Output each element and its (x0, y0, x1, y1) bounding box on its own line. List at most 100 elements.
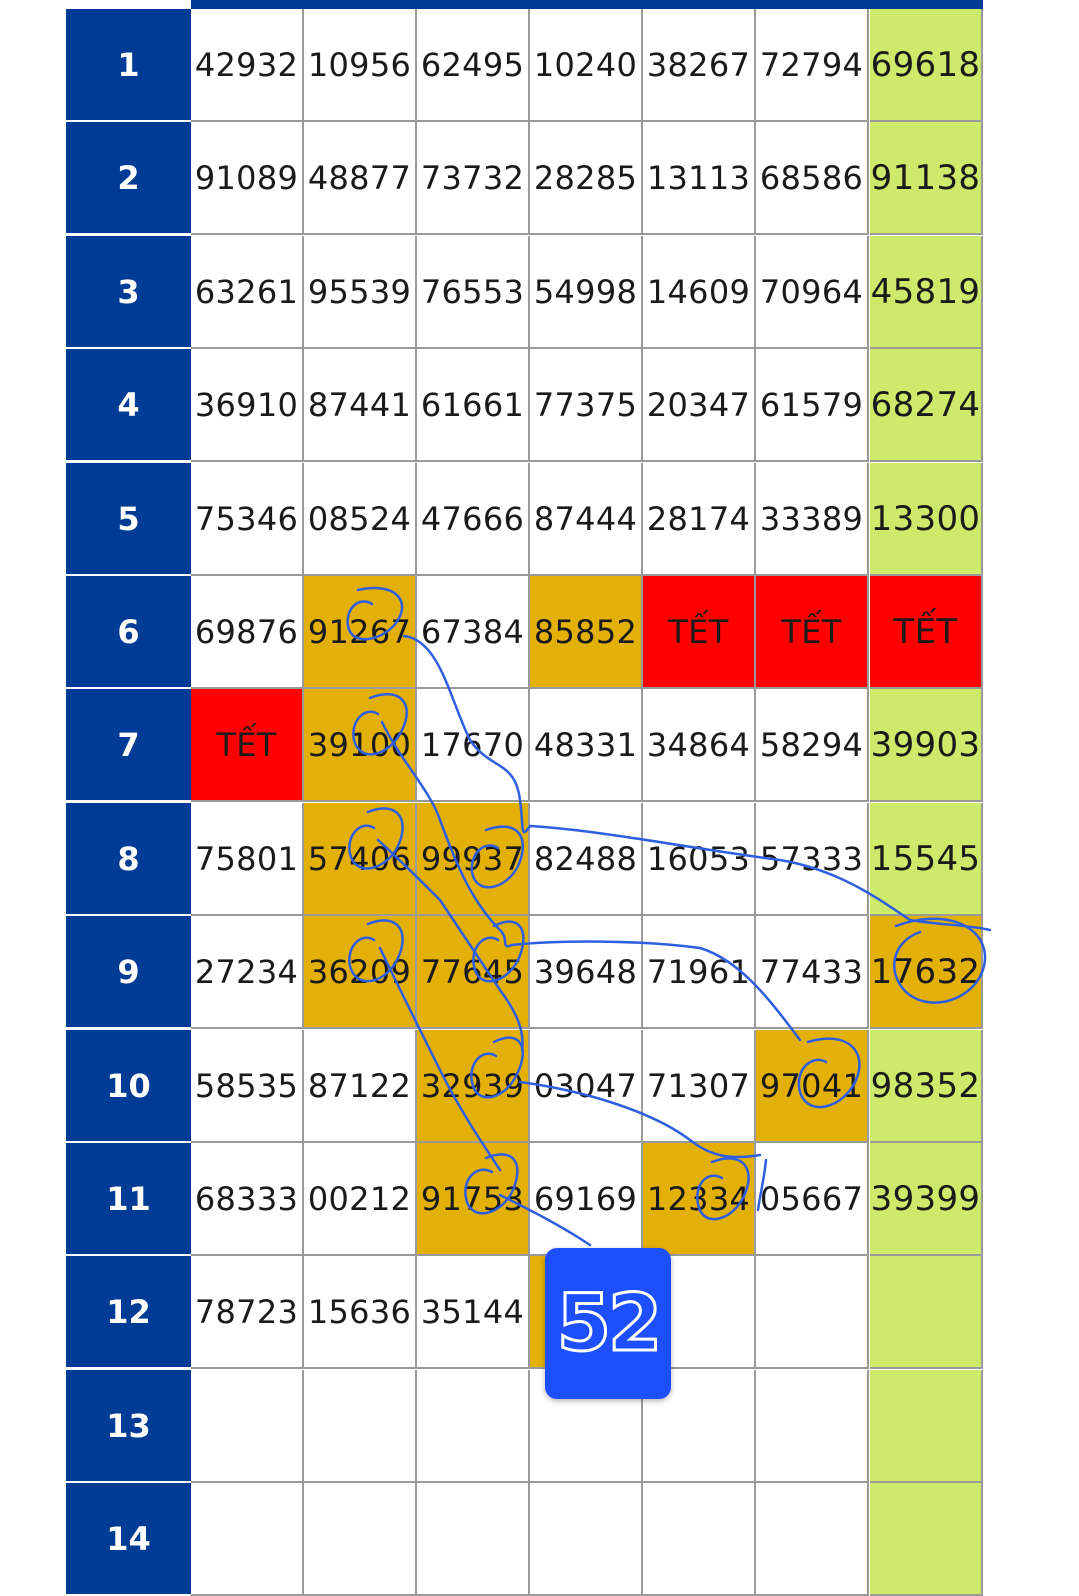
row-number: 8 (66, 803, 191, 916)
number-cell: 27234 (191, 916, 304, 1029)
number-cell: 61579 (756, 349, 869, 462)
number-cell (870, 1256, 983, 1369)
table-row: 8 75801 57406 99937 82488 16053 57333 15545 (66, 803, 983, 916)
number-cell: 87441 (304, 349, 417, 462)
number-cell (304, 1483, 417, 1596)
number-cell: 72794 (756, 9, 869, 122)
number-cell: 28174 (643, 463, 756, 576)
number-cell: 35144 (417, 1256, 530, 1369)
number-cell: 77433 (756, 916, 869, 1029)
number-cell (191, 1483, 304, 1596)
results-table: 1 42932 10956 62495 10240 38267 72794 69618 2 910… (66, 9, 983, 1596)
number-cell: 47666 (417, 463, 530, 576)
top-bar-blue-segment (191, 0, 983, 9)
number-cell: 20347 (643, 349, 756, 462)
number-cell: 17632 (870, 916, 983, 1029)
number-cell: 39648 (530, 916, 643, 1029)
number-cell (870, 1483, 983, 1596)
number-cell: 69169 (530, 1143, 643, 1256)
number-cell: 91089 (191, 122, 304, 235)
row-number: 2 (66, 122, 191, 235)
number-cell (643, 1483, 756, 1596)
number-cell: 57406 (304, 803, 417, 916)
number-cell: 87444 (530, 463, 643, 576)
table-row: 9 27234 36209 77645 39648 71961 77433 17632 (66, 916, 983, 1029)
number-cell: 63261 (191, 236, 304, 349)
number-cell: 95539 (304, 236, 417, 349)
number-cell (756, 1256, 869, 1369)
number-cell: 77375 (530, 349, 643, 462)
number-cell: 05667 (756, 1143, 869, 1256)
counter-badge[interactable]: 52 (545, 1248, 671, 1399)
number-cell: 34864 (643, 689, 756, 802)
number-cell: 13300 (870, 463, 983, 576)
number-cell: 68274 (870, 349, 983, 462)
table-top-bar (66, 0, 983, 9)
number-cell (530, 1483, 643, 1596)
number-cell: 00212 (304, 1143, 417, 1256)
row-number: 7 (66, 689, 191, 802)
number-cell: 77645 (417, 916, 530, 1029)
holiday-cell: TẾT (756, 576, 869, 689)
table-row: 2 91089 48877 73732 28285 13113 68586 91138 (66, 122, 983, 235)
number-cell: 42932 (191, 9, 304, 122)
row-number: 6 (66, 576, 191, 689)
number-cell: 69618 (870, 9, 983, 122)
row-number: 13 (66, 1370, 191, 1483)
number-cell: 17670 (417, 689, 530, 802)
number-cell: 75801 (191, 803, 304, 916)
number-cell: 08524 (304, 463, 417, 576)
number-cell: 99937 (417, 803, 530, 916)
number-cell: 91267 (304, 576, 417, 689)
number-cell: 58535 (191, 1030, 304, 1143)
number-cell: 36910 (191, 349, 304, 462)
number-cell: 39903 (870, 689, 983, 802)
number-cell: 15545 (870, 803, 983, 916)
row-number: 5 (66, 463, 191, 576)
row-number: 14 (66, 1483, 191, 1596)
number-cell: 67384 (417, 576, 530, 689)
number-cell: 48331 (530, 689, 643, 802)
number-cell: 54998 (530, 236, 643, 349)
number-cell: 68333 (191, 1143, 304, 1256)
table-row: 1 42932 10956 62495 10240 38267 72794 69618 (66, 9, 983, 122)
number-cell: 45819 (870, 236, 983, 349)
number-cell: 39399 (870, 1143, 983, 1256)
number-cell (756, 1370, 869, 1483)
number-cell: 39100 (304, 689, 417, 802)
number-cell: 69876 (191, 576, 304, 689)
number-cell: 16053 (643, 803, 756, 916)
number-cell: 91753 (417, 1143, 530, 1256)
number-cell: 70964 (756, 236, 869, 349)
number-cell (756, 1483, 869, 1596)
number-cell (191, 1370, 304, 1483)
holiday-cell: TẾT (870, 576, 983, 689)
table-row: 3 63261 95539 76553 54998 14609 70964 45819 (66, 236, 983, 349)
table-row: 7 TẾT 39100 17670 48331 34864 58294 39903 (66, 689, 983, 802)
number-cell: 12334 (643, 1143, 756, 1256)
table-row: 12 78723 15636 35144 (66, 1256, 983, 1369)
number-cell (417, 1370, 530, 1483)
number-cell: 71961 (643, 916, 756, 1029)
number-cell: 78723 (191, 1256, 304, 1369)
number-cell: 28285 (530, 122, 643, 235)
number-cell: 91138 (870, 122, 983, 235)
number-cell: 14609 (643, 236, 756, 349)
holiday-cell: TẾT (643, 576, 756, 689)
counter-badge-value: 52 (555, 1277, 664, 1370)
row-number: 10 (66, 1030, 191, 1143)
number-cell: 97041 (756, 1030, 869, 1143)
table-row: 10 58535 87122 32939 03047 71307 97041 98352 (66, 1030, 983, 1143)
number-cell: 13113 (643, 122, 756, 235)
table-row: 11 68333 00212 91753 69169 12334 05667 39399 (66, 1143, 983, 1256)
number-cell: 82488 (530, 803, 643, 916)
row-number: 4 (66, 349, 191, 462)
table-row: 6 69876 91267 67384 85852 TẾT TẾT TẾT (66, 576, 983, 689)
number-cell: 61661 (417, 349, 530, 462)
number-cell: 68586 (756, 122, 869, 235)
number-cell (417, 1483, 530, 1596)
table-row: 13 (66, 1370, 983, 1483)
number-cell: 62495 (417, 9, 530, 122)
row-number: 1 (66, 9, 191, 122)
number-cell: 38267 (643, 9, 756, 122)
